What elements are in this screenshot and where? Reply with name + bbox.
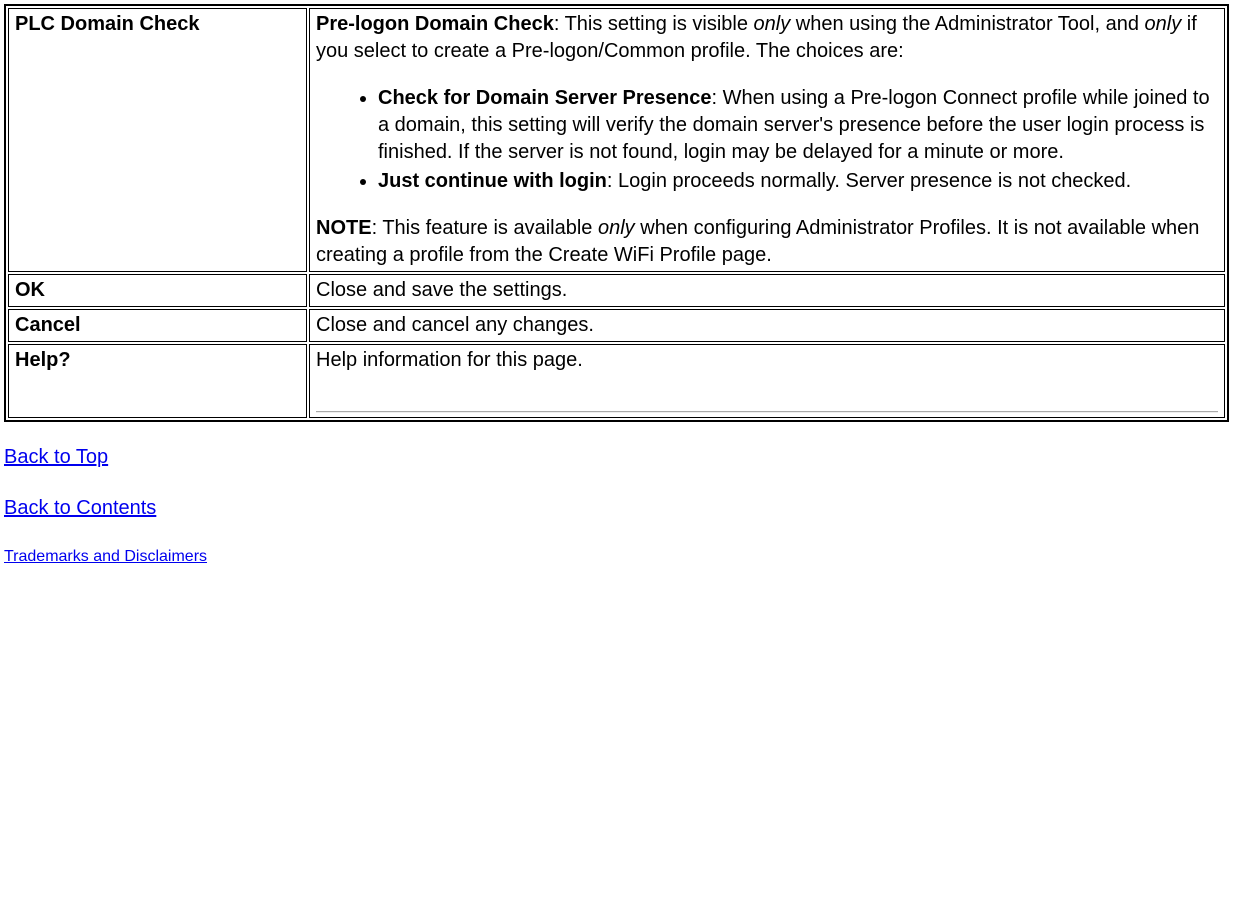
trademarks-link[interactable]: Trademarks and Disclaimers [4, 548, 207, 565]
plc-label: PLC Domain Check [8, 8, 307, 272]
footer-links: Back to Top Back to Contents Trademarks … [4, 446, 1229, 566]
help-label: Help? [8, 344, 307, 418]
plc-intro-text-2: when using the Administrator Tool, and [790, 13, 1144, 35]
note-only: only [598, 217, 635, 239]
plc-only-1: only [754, 13, 791, 35]
plc-only-2: only [1145, 13, 1182, 35]
back-to-top-link[interactable]: Back to Top [4, 446, 108, 468]
settings-table: PLC Domain Check Pre-logon Domain Check:… [4, 4, 1229, 422]
help-description: Help information for this page. [316, 349, 583, 371]
plc-intro-bold: Pre-logon Domain Check [316, 13, 554, 35]
plc-note: NOTE: This feature is available only whe… [316, 215, 1218, 269]
cancel-description: Close and cancel any changes. [309, 309, 1225, 342]
cancel-label: Cancel [8, 309, 307, 342]
table-row: Help? Help information for this page. [8, 344, 1225, 418]
plc-description: Pre-logon Domain Check: This setting is … [309, 8, 1225, 272]
plc-intro-text-1: : This setting is visible [554, 13, 754, 35]
table-row: Cancel Close and cancel any changes. [8, 309, 1225, 342]
ok-label: OK [8, 274, 307, 307]
ok-description: Close and save the settings. [309, 274, 1225, 307]
table-row: PLC Domain Check Pre-logon Domain Check:… [8, 8, 1225, 272]
bullet1-bold: Check for Domain Server Presence [378, 87, 712, 109]
list-item: Just continue with login: Login proceeds… [378, 168, 1218, 195]
plc-choices-list: Check for Domain Server Presence: When u… [316, 85, 1218, 195]
back-to-contents-link[interactable]: Back to Contents [4, 497, 156, 519]
list-item: Check for Domain Server Presence: When u… [378, 85, 1218, 166]
bullet2-bold: Just continue with login [378, 170, 607, 192]
table-row: OK Close and save the settings. [8, 274, 1225, 307]
bullet2-text: : Login proceeds normally. Server presen… [607, 170, 1131, 192]
note-bold: NOTE [316, 217, 372, 239]
help-description-cell: Help information for this page. [309, 344, 1225, 418]
note-text-1: : This feature is available [372, 217, 598, 239]
divider [316, 411, 1218, 413]
